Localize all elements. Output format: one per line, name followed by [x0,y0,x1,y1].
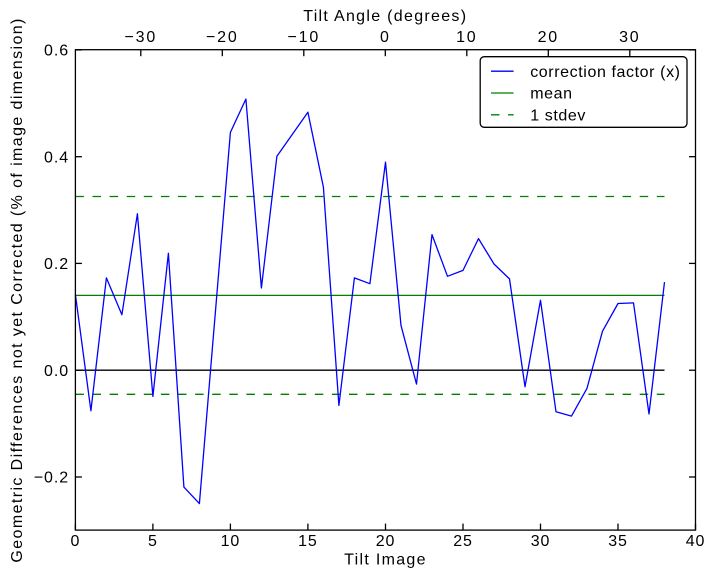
svg-text:10: 10 [221,533,241,550]
svg-text:0.2: 0.2 [44,256,69,273]
svg-text:0: 0 [380,29,391,46]
svg-text:40: 40 [686,533,706,550]
svg-text:0: 0 [70,533,80,550]
svg-text:0.0: 0.0 [44,363,69,380]
svg-text:25: 25 [453,533,473,550]
svg-text:Tilt Angle (degrees): Tilt Angle (degrees) [303,8,467,25]
svg-text:mean: mean [530,86,572,103]
svg-text:15: 15 [298,533,318,550]
svg-text:5: 5 [148,533,158,550]
svg-text:35: 35 [608,533,628,550]
svg-text:Tilt Image: Tilt Image [344,552,427,569]
svg-text:−10: −10 [288,29,321,46]
svg-text:30: 30 [531,533,551,550]
svg-text:0.6: 0.6 [44,43,69,60]
svg-text:0.4: 0.4 [44,149,69,166]
svg-text:Geometric Differences not yet: Geometric Differences not yet Corrected … [9,17,26,562]
svg-text:−20: −20 [206,29,239,46]
svg-text:1 stdev: 1 stdev [530,107,586,124]
svg-text:30: 30 [619,29,640,46]
svg-text:10: 10 [456,29,477,46]
svg-text:correction factor (x): correction factor (x) [530,64,680,81]
svg-text:−0.2: −0.2 [34,470,69,487]
svg-text:−30: −30 [125,29,158,46]
svg-text:20: 20 [538,29,559,46]
svg-text:20: 20 [376,533,396,550]
